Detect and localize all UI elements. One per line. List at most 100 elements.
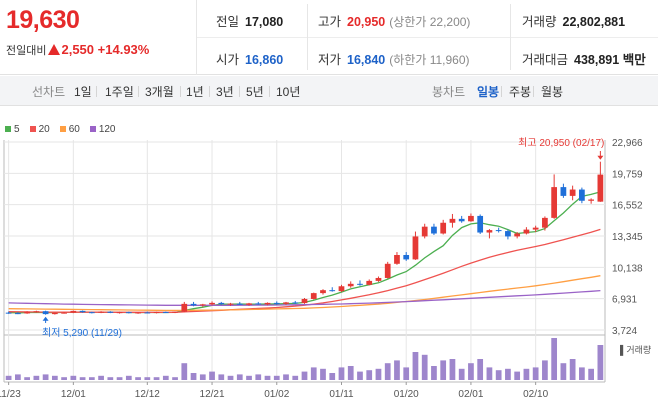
tab-divider [269,86,270,97]
volume-bar [79,377,86,380]
volume-bar [310,367,317,380]
candle-body [468,215,474,222]
volume-bar [107,377,114,380]
tab-1day[interactable]: 1일 [74,85,92,99]
candle-body [320,290,326,294]
volume-bar [523,368,530,380]
legend-swatch [59,126,66,132]
candle-body [569,189,576,196]
y-tick-label: 10,138 [612,263,643,274]
volume-bar [15,374,21,380]
legend-ma-5[interactable]: 5 [5,124,20,135]
volume-bar [495,370,502,380]
candle-body [412,236,419,260]
y-tick-label: 13,345 [612,232,643,243]
volume-bar [172,377,178,380]
price-chart[interactable]: 22,966 19,759 16,552 13,345 10,138 6,931 3,724… [0,130,658,402]
change-percent: +14.93% [97,42,150,57]
volume-bar [218,374,225,380]
x-tick-label: 11/23 [0,389,21,400]
column-divider [307,4,308,70]
candle-body [431,226,437,234]
x-tick-label: 01/02 [264,389,289,400]
candle-body [329,290,336,292]
volume-bar [532,367,539,380]
volume-bar [394,360,400,380]
legend-ma-60[interactable]: 60 [59,124,80,135]
x-tick-label: 01/20 [394,389,419,400]
legend-swatch [89,126,96,132]
tab-daily[interactable]: 일봉 [477,85,500,99]
column-divider [510,4,511,70]
y-tick-label: 19,759 [612,169,643,180]
volume-bar [125,375,132,380]
legend-ma-20[interactable]: 20 [29,124,50,135]
price-change: 전일대비 2,550 +14.93% [6,42,149,58]
ma-line-120 [8,289,601,306]
volume-bar [199,374,206,380]
volume-bar [320,368,326,380]
candle-body [597,174,604,202]
candle-body [15,313,21,315]
tab-divider [138,86,139,97]
candle-body [551,187,558,218]
candle-body [264,302,271,305]
volume-bar [181,363,188,380]
tab-monthly[interactable]: 월봉 [541,85,564,99]
legend-swatch [29,126,36,132]
high-cell: 고가 20,950 (상한가 22,200) [318,11,470,30]
tab-1year[interactable]: 1년 [186,85,204,99]
x-tick-label: 02/10 [523,389,548,400]
candle-body [24,311,30,314]
volume-bar [514,371,521,380]
volume-bar [246,375,252,380]
candle-body [153,312,160,314]
y-tick-label: 6,931 [612,295,637,306]
volume-bar [449,359,456,380]
volume-bar [70,375,77,380]
candle-body [579,189,585,201]
volume-bar [116,377,123,380]
candle-body [458,218,465,222]
lower-limit-value: 11,960 [429,53,466,67]
volume-bar [283,374,289,380]
candle-body [495,230,502,232]
x-tick-label: 12/01 [61,389,86,400]
legend-ma-120[interactable]: 120 [89,124,116,135]
tab-divider [209,86,210,97]
open-value: 16,860 [245,53,284,67]
candle-body [255,303,262,305]
volume-label: ▌거래량 [620,344,651,356]
high-value: 20,950 [347,15,386,29]
tab-weekly[interactable]: 주봉 [509,85,532,99]
prev-close-value: 17,080 [245,15,284,29]
legend-label: 20 [38,124,50,135]
candle-body [246,303,252,305]
tab-3month[interactable]: 3개월 [145,85,174,99]
volume-bar [560,363,567,380]
candle-body [394,255,400,264]
tab-divider [533,86,534,97]
upper-limit-label: 상한가 [393,15,427,29]
tab-divider [239,86,240,97]
volume-bar [477,359,484,380]
high-arrow-head [597,155,604,160]
volume-bar [162,375,169,380]
volume-bar [338,367,345,380]
candle-body [42,311,49,315]
tab-10year[interactable]: 10년 [276,85,301,99]
volume-bar [98,375,104,380]
volume-bar [579,367,585,380]
change-value: 2,550 [61,42,95,57]
volume-bar [366,370,373,380]
tab-line-chart-label: 선차트 [32,85,66,99]
volume-bar [329,373,336,380]
high-label: 고가 [318,15,342,29]
volume-bar [412,352,419,380]
candle-body [384,263,391,278]
tab-5year[interactable]: 5년 [246,85,264,99]
candle-body [560,187,567,196]
tab-1week[interactable]: 1주일 [105,85,134,99]
tab-3year[interactable]: 3년 [216,85,234,99]
volume-bar [88,377,95,380]
